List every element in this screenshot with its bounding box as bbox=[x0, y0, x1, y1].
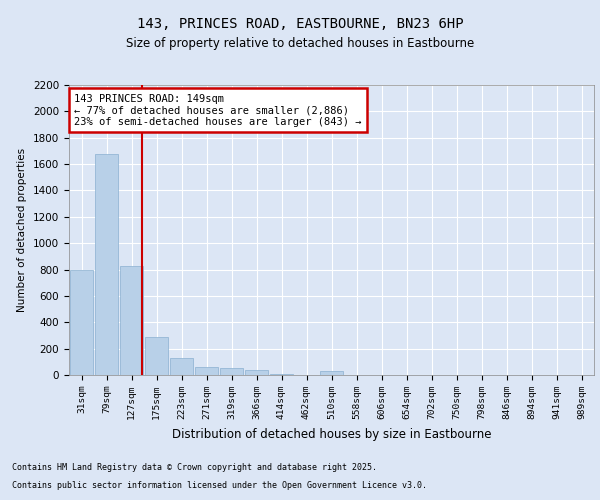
Y-axis label: Number of detached properties: Number of detached properties bbox=[17, 148, 28, 312]
Bar bbox=[195, 367, 218, 375]
Bar bbox=[70, 270, 93, 375]
Bar bbox=[145, 337, 168, 375]
Text: Size of property relative to detached houses in Eastbourne: Size of property relative to detached ho… bbox=[126, 38, 474, 51]
Bar bbox=[120, 266, 143, 375]
Text: 143, PRINCES ROAD, EASTBOURNE, BN23 6HP: 143, PRINCES ROAD, EASTBOURNE, BN23 6HP bbox=[137, 18, 463, 32]
Bar bbox=[270, 374, 293, 375]
Bar bbox=[220, 368, 243, 375]
Bar bbox=[95, 154, 118, 375]
X-axis label: Distribution of detached houses by size in Eastbourne: Distribution of detached houses by size … bbox=[172, 428, 491, 440]
Bar bbox=[320, 371, 343, 375]
Text: Contains public sector information licensed under the Open Government Licence v3: Contains public sector information licen… bbox=[12, 481, 427, 490]
Text: Contains HM Land Registry data © Crown copyright and database right 2025.: Contains HM Land Registry data © Crown c… bbox=[12, 464, 377, 472]
Bar bbox=[170, 358, 193, 375]
Bar bbox=[245, 370, 268, 375]
Text: 143 PRINCES ROAD: 149sqm
← 77% of detached houses are smaller (2,886)
23% of sem: 143 PRINCES ROAD: 149sqm ← 77% of detach… bbox=[74, 94, 362, 127]
